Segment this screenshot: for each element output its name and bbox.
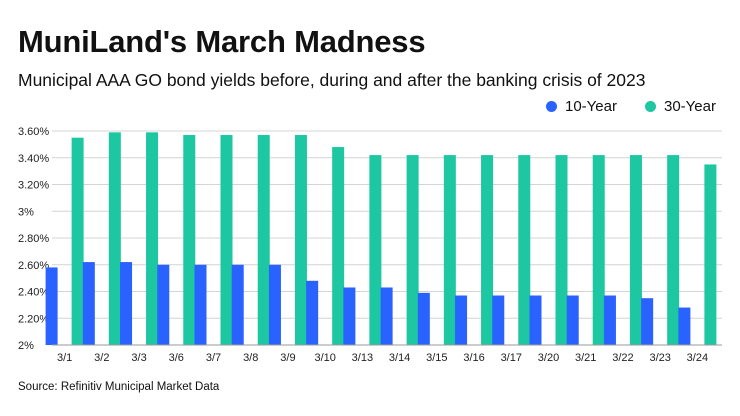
legend-swatch-10-year <box>546 101 557 112</box>
bar-30-year <box>443 155 456 345</box>
legend-item-10-year: 10-Year <box>546 98 617 115</box>
bar-30-year <box>146 132 159 345</box>
y-tick-label: 2.80% <box>18 233 49 245</box>
bar-10-year <box>306 280 319 345</box>
bar-10-year <box>455 295 468 345</box>
x-tick-label: 3/23 <box>649 352 670 364</box>
bar-10-year <box>157 264 170 345</box>
x-tick-label: 3/14 <box>389 352 410 364</box>
bar-10-year <box>417 292 430 345</box>
bar-30-year <box>257 135 270 345</box>
bar-10-year <box>641 298 654 345</box>
x-tick-label: 3/16 <box>463 352 484 364</box>
bar-10-year <box>120 262 133 345</box>
legend-item-30-year: 30-Year <box>645 98 716 115</box>
y-tick-label: 2.60% <box>18 260 49 272</box>
bar-30-year <box>220 135 233 345</box>
x-tick-label: 3/20 <box>538 352 559 364</box>
bar-10-year <box>529 295 542 345</box>
x-tick-label: 3/8 <box>243 352 258 364</box>
x-tick-label: 3/21 <box>575 352 596 364</box>
bar-10-year <box>492 295 505 345</box>
bar-30-year <box>592 155 605 345</box>
y-tick-label: 2.20% <box>18 313 49 325</box>
bar-10-year <box>231 264 244 345</box>
x-tick-label: 3/7 <box>206 352 221 364</box>
source-note: Source: Refinitiv Municipal Market Data <box>18 381 220 393</box>
chart-subtitle: Municipal AAA GO bond yields before, dur… <box>18 70 646 90</box>
bar-30-year <box>108 132 121 345</box>
bar-10-year <box>268 264 281 345</box>
x-tick-label: 3/9 <box>280 352 295 364</box>
bar-30-year <box>629 155 642 345</box>
legend-label-30-year: 30-Year <box>664 98 716 115</box>
bar-30-year <box>369 155 382 345</box>
bar-30-year <box>518 155 531 345</box>
bar-30-year <box>183 135 196 345</box>
x-tick-label: 3/24 <box>687 352 708 364</box>
bar-30-year <box>704 164 717 345</box>
bar-10-year <box>566 295 579 345</box>
bar-30-year <box>332 147 345 345</box>
bar-30-year <box>71 137 84 345</box>
bar-10-year <box>194 264 207 345</box>
y-tick-label: 3.40% <box>18 153 49 165</box>
bar-30-year <box>294 135 307 345</box>
chart-title: MuniLand's March Madness <box>18 24 426 59</box>
bar-10-year <box>380 287 393 345</box>
x-tick-label: 3/2 <box>94 352 109 364</box>
legend-label-10-year: 10-Year <box>565 98 617 115</box>
bar-10-year <box>343 287 356 345</box>
bar-10-year <box>678 307 691 345</box>
y-tick-label: 2% <box>18 340 34 352</box>
legend: 10-Year 30-Year <box>546 98 716 115</box>
bar-30-year <box>406 155 419 345</box>
bar-30-year <box>555 155 568 345</box>
x-tick-label: 3/15 <box>426 352 447 364</box>
x-tick-label: 3/6 <box>169 352 184 364</box>
bar-30-year <box>481 155 494 345</box>
x-tick-label: 3/3 <box>131 352 146 364</box>
bar-30-year <box>667 155 680 345</box>
y-tick-label: 3.20% <box>18 180 49 192</box>
bar-10-year <box>82 262 95 345</box>
x-tick-label: 3/13 <box>352 352 373 364</box>
bar-10-year <box>603 295 616 345</box>
x-tick-label: 3/10 <box>314 352 335 364</box>
y-tick-label: 3% <box>18 206 34 218</box>
y-tick-label: 3.60% <box>18 126 49 138</box>
y-tick-label: 2.40% <box>18 287 49 299</box>
legend-swatch-30-year <box>645 101 656 112</box>
x-tick-label: 3/1 <box>57 352 72 364</box>
x-tick-label: 3/17 <box>501 352 522 364</box>
bar-10-year <box>45 267 58 345</box>
x-tick-label: 3/22 <box>612 352 633 364</box>
